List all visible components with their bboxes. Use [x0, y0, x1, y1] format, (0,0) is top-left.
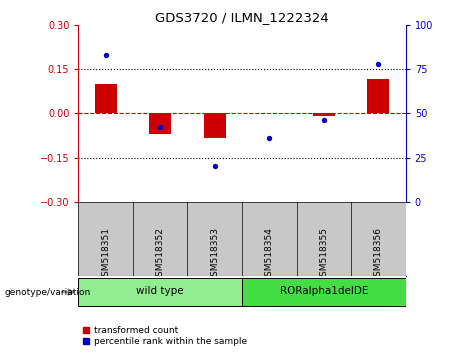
Point	[102, 52, 109, 58]
Text: genotype/variation: genotype/variation	[5, 287, 91, 297]
Point	[157, 125, 164, 130]
Bar	[313, 113, 335, 116]
Bar	[367, 79, 389, 113]
Point	[211, 164, 219, 169]
Text: wild type: wild type	[136, 286, 184, 296]
Bar	[78, 278, 242, 306]
Text: RORalpha1delDE: RORalpha1delDE	[280, 286, 368, 296]
Bar	[149, 113, 171, 134]
Bar	[204, 113, 226, 138]
Point	[320, 118, 327, 123]
Bar	[242, 278, 406, 306]
Legend: transformed count, percentile rank within the sample: transformed count, percentile rank withi…	[83, 326, 247, 346]
Title: GDS3720 / ILMN_1222324: GDS3720 / ILMN_1222324	[155, 11, 329, 24]
Bar	[95, 84, 117, 113]
Point	[375, 61, 382, 67]
Point	[266, 135, 273, 141]
